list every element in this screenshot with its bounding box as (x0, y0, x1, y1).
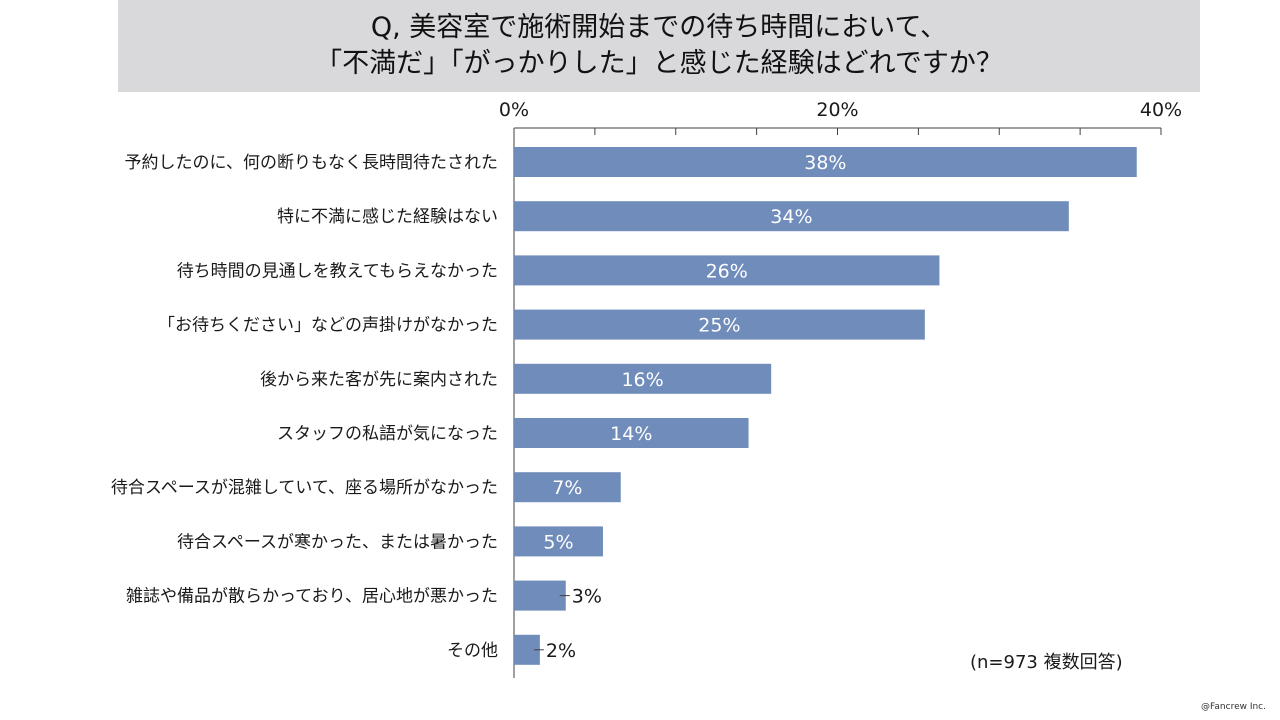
sample-note: (n=973 複数回答) (970, 652, 1123, 673)
value-label: 38% (804, 152, 846, 174)
bar (514, 255, 940, 286)
bar (514, 147, 1137, 177)
value-label: 5% (543, 531, 573, 553)
category-label: 待合スペースが混雑していて、座る場所がなかった (111, 478, 498, 498)
value-label: 7% (552, 477, 582, 499)
x-tick-label: 20% (816, 99, 858, 121)
bar (514, 201, 1069, 232)
category-label: スタッフの私語が気になった (277, 424, 498, 444)
category-label: 予約したのに、何の断りもなく長時間待たされた (125, 153, 499, 173)
title-line-1: Q, 美容室で施術開始までの待ち時間において、 (370, 12, 948, 43)
bar (514, 309, 925, 340)
bar (514, 472, 621, 503)
value-label: 16% (621, 369, 663, 391)
bar (514, 580, 566, 611)
copyright: @Fancrew Inc. (1201, 702, 1266, 712)
x-tick-label: 40% (1140, 99, 1182, 121)
category-label: 待ち時間の見通しを教えてもらえなかった (177, 261, 498, 281)
title-line-2: 「不満だ」「がっかりした」と感じた経験はどれですか？ (315, 48, 1003, 79)
category-label: 「お待ちください」などの声掛けがなかった (158, 316, 498, 336)
bar (514, 526, 603, 557)
value-label: 34% (770, 206, 812, 228)
category-label: 待合スペースが寒かった、または暑かった (177, 532, 498, 552)
category-label: 後から来た客が先に案内された (260, 370, 498, 390)
value-label: 2% (546, 640, 576, 662)
category-label: 雑誌や備品が散らかっており、居心地が悪かった (126, 587, 498, 607)
title-banner: Q, 美容室で施術開始までの待ち時間において、 「不満だ」「がっかりした」と感じ… (118, 0, 1200, 92)
value-label: 26% (706, 260, 748, 282)
category-label: 特に不満に感じた経験はない (277, 207, 498, 227)
bar (514, 418, 749, 448)
category-label: その他 (447, 641, 498, 661)
value-label: 14% (610, 423, 652, 445)
x-tick-label: 0% (499, 99, 529, 121)
value-label: 3% (572, 586, 602, 608)
bar (514, 363, 772, 394)
value-label: 25% (698, 315, 740, 337)
